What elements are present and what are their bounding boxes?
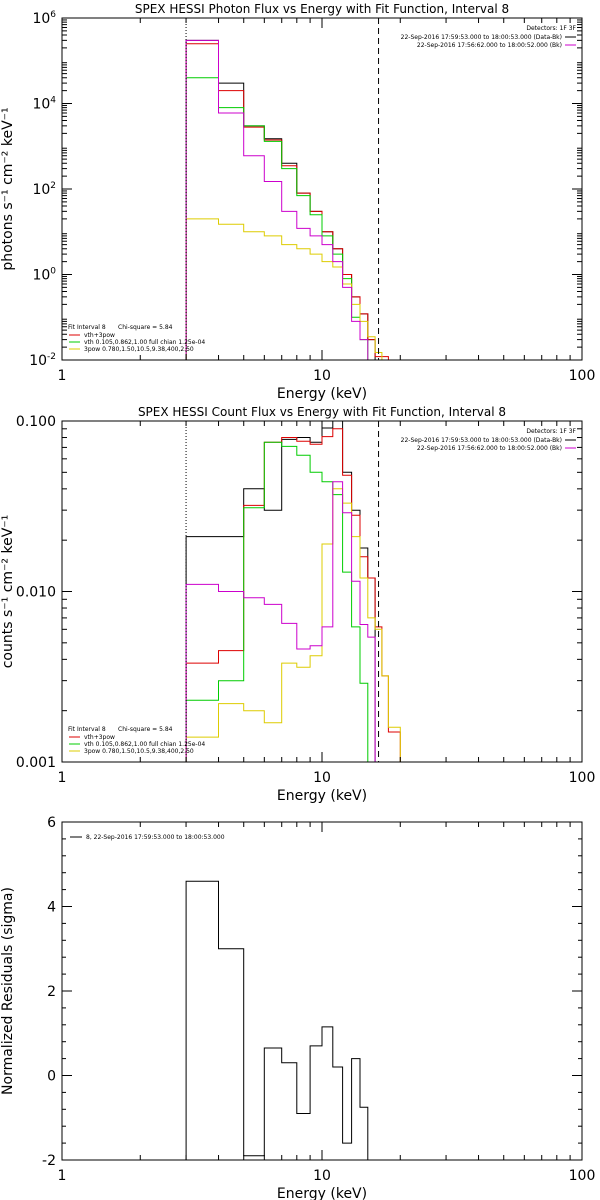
fit-legend-label: vth+3pow: [84, 332, 115, 339]
fit-legend-label: 3pow 0.780,1.50,10.5,9.38,400,2.50: [84, 748, 194, 755]
chart-panel-2: SPEX HESSI Count Flux vs Energy with Fit…: [0, 405, 595, 804]
y-axis-label: Normalized Residuals (sigma): [0, 887, 16, 1095]
y-tick-exponent: 6: [50, 10, 56, 20]
y-tick-label: -2: [42, 1153, 56, 1169]
chart-panel-3: 1 10 100 Energy (keV) -2 0 2 4 6 Normalized Resid…: [0, 815, 595, 1200]
y-tick-exponent: 4: [50, 96, 56, 106]
series-line-5: [185, 481, 376, 762]
fit-legend-chi: Chi-square = 5.84: [118, 324, 173, 331]
y-axis-label: photons s⁻¹ cm⁻² keV⁻¹: [0, 107, 16, 270]
fit-legend: Fit Interval 8 Chi-square = 5.84vth+3powv…: [68, 324, 205, 353]
series-line-4: [185, 218, 389, 361]
y-tick-label: 0.100: [16, 414, 56, 430]
fit-legend-interval: Fit Interval 8: [68, 324, 106, 331]
x-axis-label: Energy (keV): [277, 1186, 367, 1200]
series-line-5: [185, 39, 369, 360]
fit-legend-label: vth+3pow: [84, 734, 115, 741]
x-tick-label: 10: [313, 1168, 331, 1184]
y-tick-base: 10: [29, 353, 47, 369]
y-tick-label: 104: [32, 96, 56, 113]
fit-legend: Fit Interval 8 Chi-square = 5.84vth+3powv…: [68, 726, 205, 755]
y-tick-label: 6: [47, 815, 56, 831]
x-tick-label: 100: [569, 1168, 596, 1184]
fit-legend-interval: Fit Interval 8: [68, 726, 106, 733]
x-axis-label: Energy (keV): [277, 788, 367, 804]
chart-panel-1: SPEX HESSI Photon Flux vs Energy with Fi…: [0, 2, 595, 402]
series-line-1: [185, 880, 369, 1160]
series-line-1: [185, 420, 376, 762]
series-line-1: [185, 39, 376, 360]
y-tick-base: 10: [32, 182, 50, 198]
fit-legend-label: 3pow 0.780,1.50,10.5,9.38,400,2.50: [84, 346, 194, 353]
y-tick-label: 2: [47, 984, 56, 1000]
fit-legend-label: vth 0.105,0.862,1.00 full chian 1.25e-04: [84, 339, 205, 346]
detector-legend: Detectors: 1F 3F 22-Sep-2016 17:59:53.000…: [401, 428, 577, 452]
y-tick-label: 102: [32, 181, 56, 198]
y-tick-label: 100: [32, 267, 56, 284]
y-tick-exponent: -2: [47, 352, 56, 362]
residual-legend: 8, 22-Sep-2016 17:59:53.000 to 18:00:53.…: [70, 834, 225, 841]
detector-legend: Detectors: 1F 3F 22-Sep-2016 17:59:53.000…: [401, 25, 577, 49]
series-line-2: [185, 43, 389, 360]
y-tick-base: 10: [32, 11, 50, 27]
plot-frame: [61, 17, 583, 361]
y-tick-base: 10: [32, 268, 50, 284]
detector-legend-title: Detectors: 1F 3F: [526, 25, 576, 32]
y-tick-label: 0.001: [16, 755, 56, 771]
x-tick-label: 1: [58, 368, 67, 384]
x-tick-label: 100: [569, 770, 596, 786]
chart-title: SPEX HESSI Count Flux vs Energy with Fit…: [138, 405, 506, 419]
detector-legend-label: 22-Sep-2016 17:56:62.000 to 18:00:52.000…: [417, 42, 562, 49]
y-tick-label: 0: [47, 1069, 56, 1085]
fit-legend-label: vth 0.105,0.862,1.00 full chian 1.25e-04: [84, 741, 205, 748]
chart-title: SPEX HESSI Photon Flux vs Energy with Fi…: [135, 2, 509, 16]
y-axis-label: counts s⁻¹ cm⁻² keV⁻¹: [0, 515, 16, 669]
plot-frame: [61, 821, 583, 1161]
y-tick-label: 10-2: [29, 352, 56, 369]
series-line-3: [185, 441, 369, 762]
y-tick-label: 4: [47, 900, 56, 916]
y-tick-label: 106: [32, 10, 56, 27]
y-tick-base: 10: [32, 97, 50, 113]
y-tick-exponent: 0: [50, 267, 56, 277]
detector-legend-label: 22-Sep-2016 17:59:53.000 to 18:00:53.000…: [401, 437, 562, 444]
x-tick-label: 10: [313, 770, 331, 786]
x-tick-label: 1: [58, 770, 67, 786]
x-tick-label: 10: [313, 368, 331, 384]
x-axis-label: Energy (keV): [277, 386, 367, 402]
residual-legend-label: 8, 22-Sep-2016 17:59:53.000 to 18:00:53.…: [86, 834, 225, 841]
detector-legend-label: 22-Sep-2016 17:59:53.000 to 18:00:53.000…: [401, 34, 562, 41]
x-tick-label: 1: [58, 1168, 67, 1184]
y-tick-exponent: 2: [50, 181, 56, 191]
detector-legend-title: Detectors: 1F 3F: [526, 428, 576, 435]
detector-legend-label: 22-Sep-2016 17:56:62.000 to 18:00:52.000…: [417, 445, 562, 452]
fit-legend-chi: Chi-square = 5.84: [118, 726, 173, 733]
y-tick-label: 0.010: [16, 585, 56, 601]
x-tick-label: 100: [569, 368, 596, 384]
